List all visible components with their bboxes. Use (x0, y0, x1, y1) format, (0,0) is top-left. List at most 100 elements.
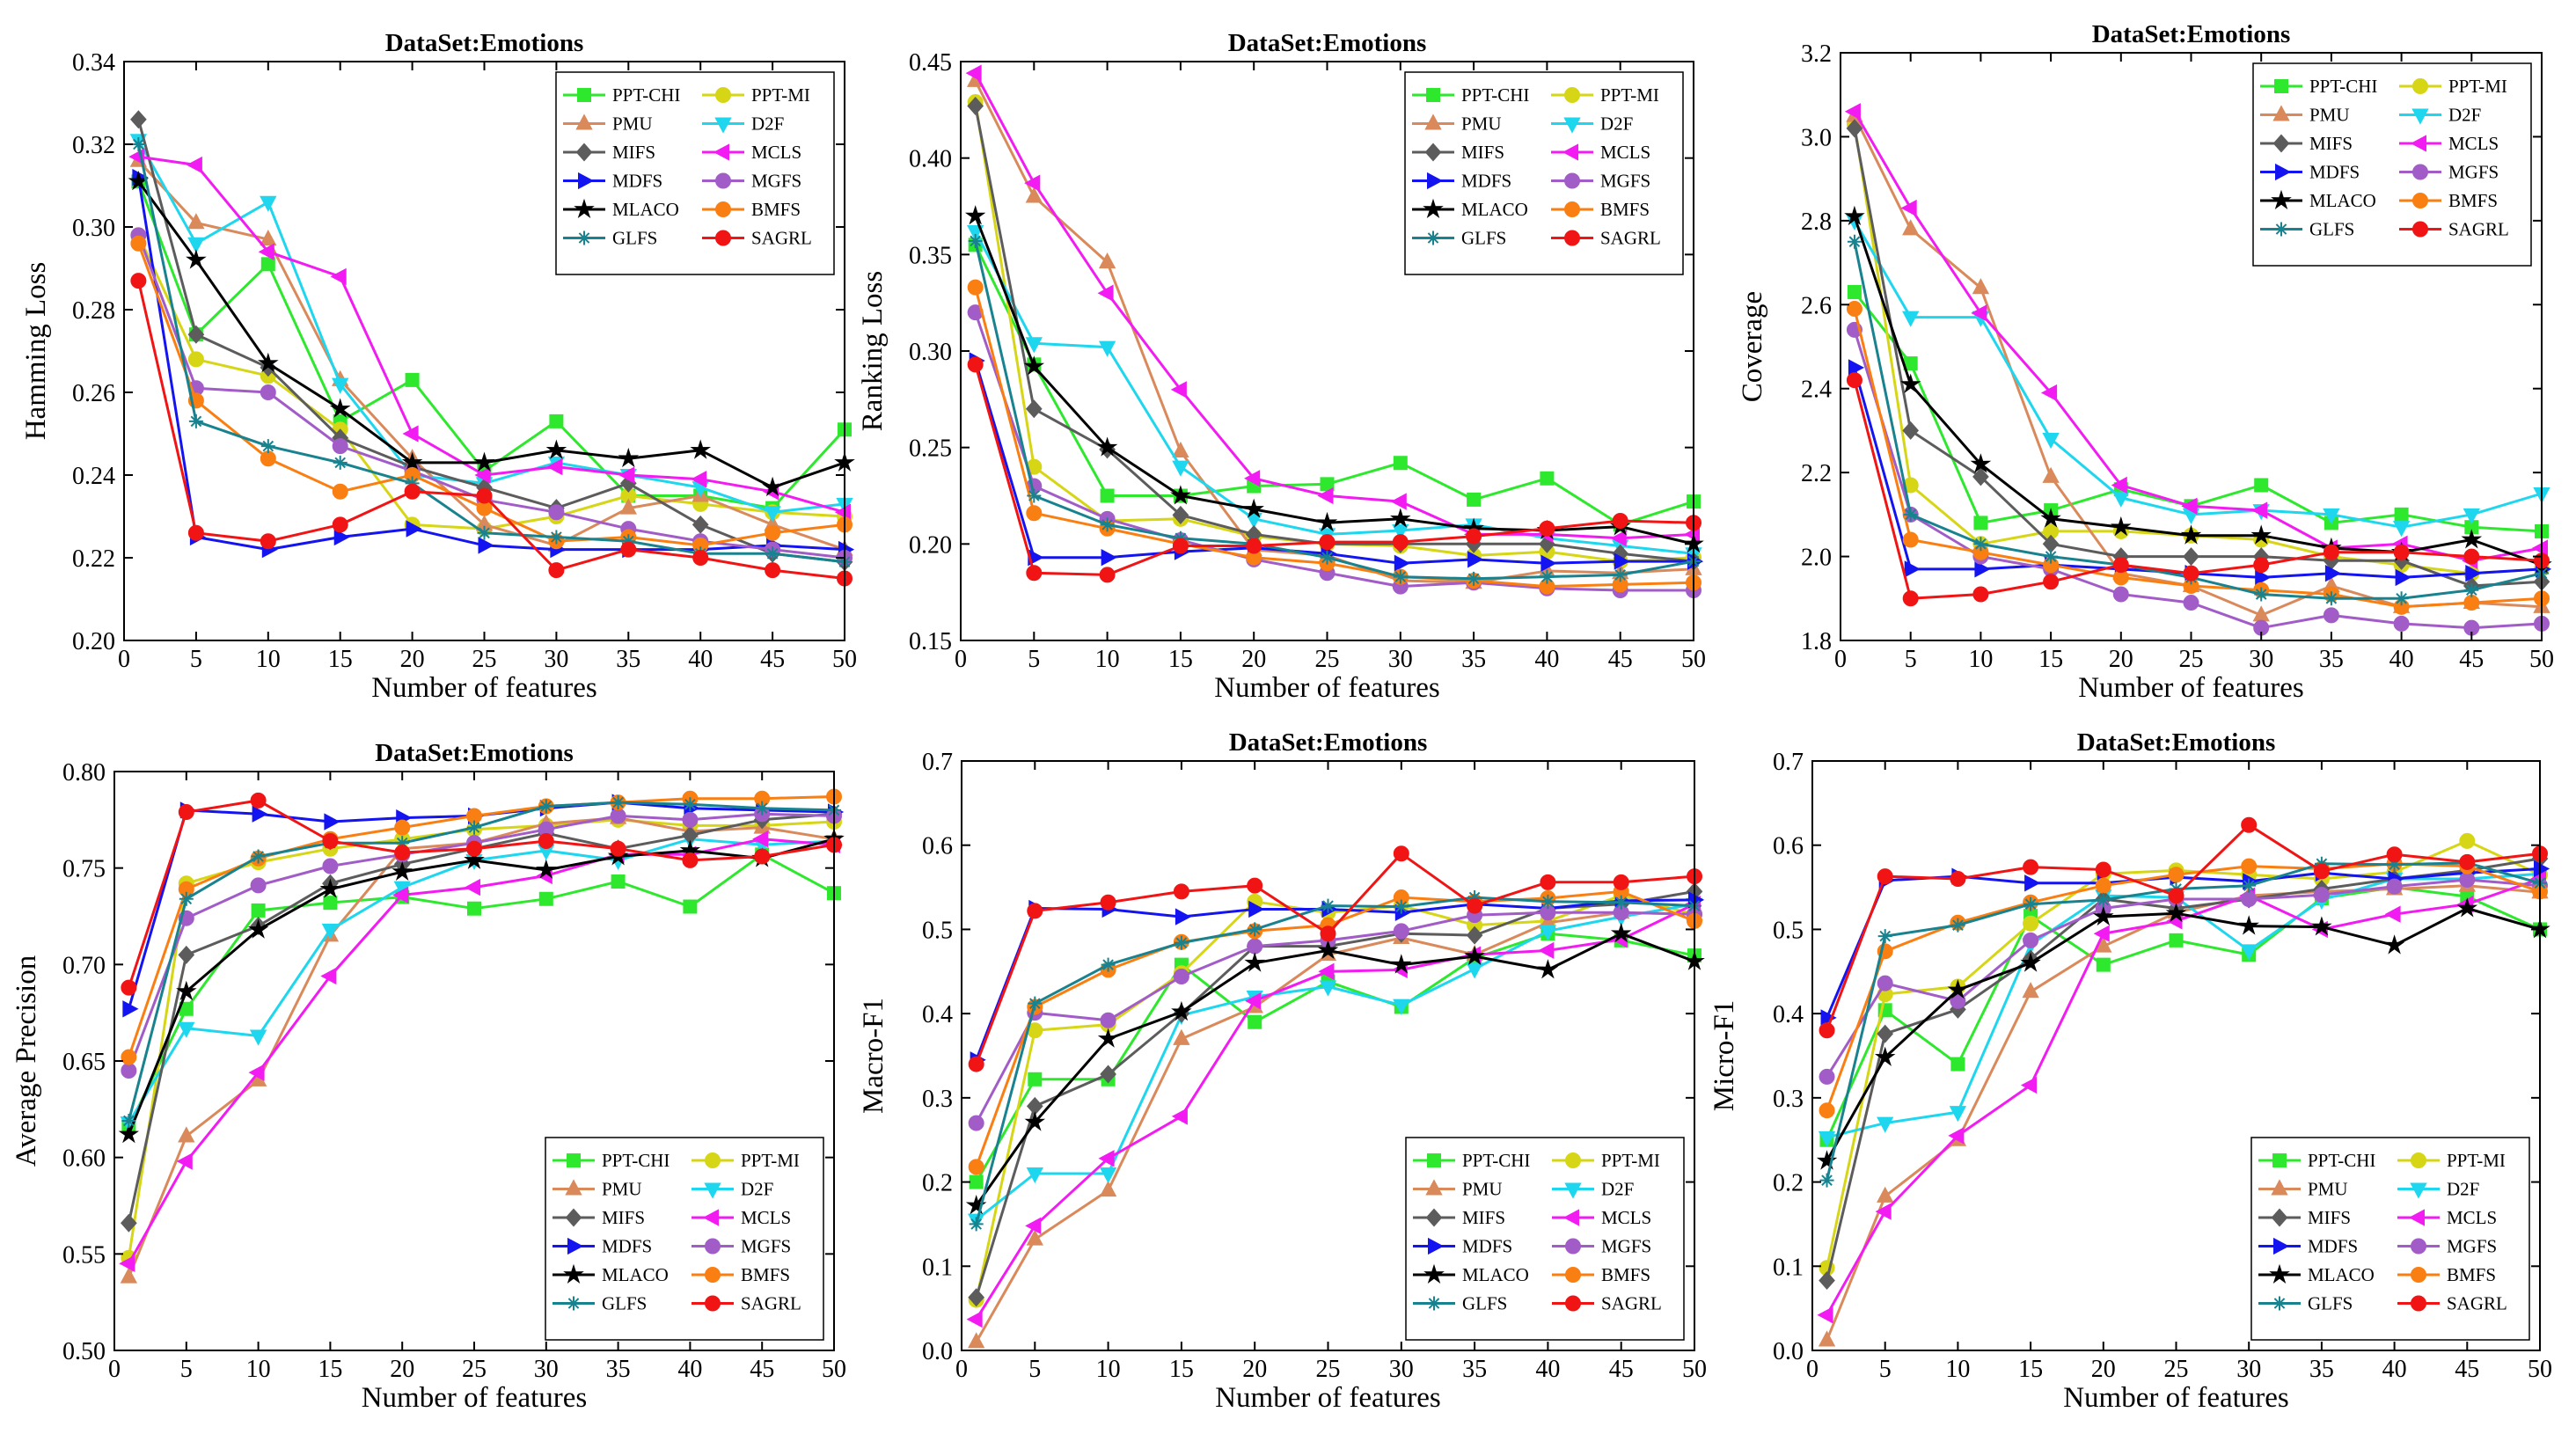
data-point (1247, 938, 1263, 955)
data-point (322, 832, 339, 849)
series-mlaco (965, 922, 1705, 1215)
y-tick-label: 0.40 (909, 146, 952, 173)
data-point (1902, 311, 1920, 327)
data-point (1027, 488, 1042, 503)
data-point (1974, 560, 1991, 578)
legend-marker (705, 1267, 721, 1283)
x-tick-label: 0 (108, 1356, 121, 1383)
data-point (1243, 498, 1264, 518)
y-tick-label: 0.30 (72, 215, 115, 242)
y-tick-label: 0.20 (909, 531, 952, 559)
legend-marker (1427, 1296, 1441, 1311)
data-point (2168, 888, 2184, 904)
data-point (1025, 1217, 1042, 1235)
x-tick-label: 10 (1096, 1356, 1121, 1383)
legend-marker (2411, 1152, 2426, 1168)
legend-marker (2411, 1238, 2426, 1255)
data-point (121, 1049, 137, 1065)
data-point (1393, 845, 1409, 862)
data-point (1902, 421, 1920, 440)
subplot-1: DataSet:Emotions 0 5 10 15 20 25 30 35 40 45 50 0.20… (20, 29, 857, 704)
data-point (187, 351, 204, 368)
legend-label: MGFS (2448, 162, 2499, 183)
series-mlaco (118, 828, 845, 1144)
legend-label: MCLS (1600, 142, 1650, 163)
data-point (188, 413, 203, 428)
legend-label: PPT-MI (1600, 84, 1659, 106)
data-point (610, 808, 626, 824)
data-point (394, 845, 411, 861)
data-point (1025, 399, 1043, 419)
data-point (402, 425, 419, 443)
x-tick-label: 5 (1879, 1356, 1892, 1383)
legend-marker (1565, 1295, 1581, 1312)
data-point (2464, 582, 2479, 597)
data-point (2459, 853, 2476, 870)
data-point (120, 1267, 138, 1284)
x-tick-label: 35 (2309, 1356, 2334, 1383)
x-tick-label: 35 (1461, 646, 1486, 673)
legend-item-mlaco: MLACO (2258, 1263, 2375, 1285)
data-point (118, 1123, 140, 1144)
x-tick-label: 30 (1389, 1356, 1414, 1383)
legend-item-bmfs: BMFS (1552, 1264, 1650, 1285)
data-point (1973, 537, 1988, 552)
data-point (2042, 466, 2060, 483)
data-point (1320, 477, 1335, 492)
series-ppt-chi (1847, 284, 2549, 538)
data-point (1100, 517, 1115, 532)
data-point (968, 1288, 984, 1307)
data-point (121, 1213, 137, 1233)
data-point (324, 813, 340, 830)
legend-item-ppt-chi: PPT-CHI (2260, 76, 2377, 97)
legend-marker (578, 172, 595, 190)
legend-item-mdfs: MDFS (1413, 1236, 1512, 1257)
data-point (965, 64, 982, 82)
data-point (121, 1062, 137, 1079)
data-point (966, 1310, 983, 1328)
legend-box (1404, 71, 1684, 275)
data-point (2112, 557, 2129, 574)
series-bmfs (968, 883, 1702, 1175)
x-tick-label: 20 (2091, 1356, 2116, 1383)
data-point (2023, 915, 2039, 932)
data-point (1950, 1057, 1965, 1072)
x-tick-label: 5 (1028, 646, 1040, 673)
data-point (392, 886, 409, 904)
legend-label: MIFS (602, 1207, 645, 1228)
legend-marker (2275, 163, 2292, 181)
data-point (2313, 887, 2330, 904)
x-tick-label: 30 (534, 1356, 559, 1383)
legend-item-pmu: PMU (2258, 1179, 2348, 1200)
legend-item-glfs: GLFS (2258, 1293, 2353, 1314)
legend-marker (2411, 108, 2429, 125)
legend-marker (1562, 1209, 1579, 1226)
x-tick-label: 5 (180, 1356, 193, 1383)
legend-item-mgfs: MGFS (702, 171, 801, 192)
x-tick-label: 20 (1241, 646, 1266, 673)
data-point (968, 1115, 984, 1131)
data-point (178, 1126, 195, 1143)
legend-label: PPT-MI (741, 1150, 800, 1171)
data-point (1100, 488, 1115, 503)
x-tick-label: 50 (832, 646, 857, 673)
y-tick-label: 0.28 (72, 297, 115, 325)
data-point (1170, 485, 1191, 505)
x-tick-label: 50 (2528, 1356, 2552, 1383)
data-point (322, 858, 339, 874)
data-point (1174, 935, 1189, 950)
legend-label: MCLS (2447, 1207, 2497, 1228)
series-glfs (969, 890, 1701, 1232)
data-point (406, 520, 422, 538)
data-point (1248, 1014, 1262, 1029)
data-point (1971, 304, 1987, 322)
data-point (2240, 944, 2258, 961)
legend-item-mlaco: MLACO (563, 198, 679, 220)
data-point (762, 476, 783, 497)
x-tick-label: 5 (1028, 1356, 1041, 1383)
y-tick-label: 0.35 (909, 242, 952, 269)
legend-label: MDFS (1462, 1236, 1512, 1257)
x-tick-label: 20 (2109, 646, 2133, 673)
data-point (2040, 508, 2061, 528)
